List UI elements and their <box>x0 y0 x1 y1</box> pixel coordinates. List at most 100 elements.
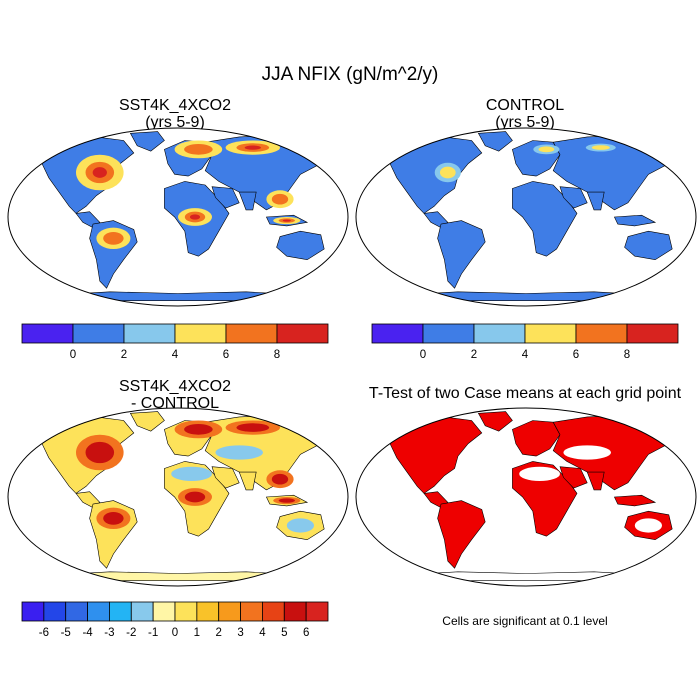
colorbar-swatch <box>626 323 679 344</box>
land-arabia <box>559 186 588 209</box>
negative-australia-interior <box>286 518 314 533</box>
panel-1-title-line1: SST4K_4XCO2 <box>118 97 232 114</box>
land-greenland <box>477 131 513 152</box>
colorbar-swatch <box>276 323 329 344</box>
land-arabia <box>559 466 588 489</box>
hotspot-core-siberia <box>591 145 610 150</box>
colorbar-swatch <box>524 323 577 344</box>
hotspot-core-eastern-north-america <box>85 441 115 464</box>
hotspot-core-indonesia <box>278 498 295 503</box>
colorbar-tick-label: 4 <box>172 349 179 361</box>
map-border-2 <box>355 127 697 307</box>
panel-4-title: T-Test of two Case means at each grid po… <box>368 385 682 402</box>
land-indonesia <box>613 214 657 227</box>
hotspot-core-central-africa <box>184 491 206 503</box>
hotspot-core-southeast-asia <box>271 193 289 205</box>
colorbar-swatch <box>43 601 67 622</box>
colorbar-tick-label: 8 <box>274 349 280 361</box>
panel-3-title-line1: SST4K_4XCO2 <box>118 378 232 395</box>
land-australia <box>624 230 673 261</box>
colorbar-tick-label: 4 <box>522 349 529 361</box>
land-indonesia <box>613 494 657 507</box>
map-land-group <box>389 131 680 302</box>
colorbar-swatch <box>575 323 628 344</box>
hotspot-core-southeast-asia <box>271 473 289 485</box>
map-border-3 <box>7 407 349 587</box>
colorbar-3: -6 -5 -4 -3 -2 -1 0 1 2 3 4 5 6 <box>21 601 329 639</box>
colorbar-tick-label: 0 <box>70 349 76 361</box>
colorbar-swatch <box>21 323 74 344</box>
colorbar-swatch <box>130 601 154 622</box>
land-greenland <box>129 131 165 152</box>
colorbar-swatch <box>21 601 45 622</box>
colorbar-swatch <box>305 601 329 622</box>
colorbar-tick-label: 6 <box>303 627 309 639</box>
hotspot-peak-central-africa <box>189 214 201 220</box>
land-europe <box>512 420 561 457</box>
map-land-group <box>41 131 332 302</box>
colorbar-tick-label: -1 <box>148 627 158 639</box>
colorbar-tick-label: -6 <box>39 627 49 639</box>
colorbar-swatch <box>196 601 220 622</box>
colorbar-tick-label: 3 <box>237 627 243 639</box>
colorbar-1: 0 2 4 6 8 <box>21 323 329 361</box>
hotspot-core-amazon <box>103 511 124 525</box>
land-india <box>586 471 605 491</box>
panel-2-title: CONTROL (yrs 5-9) <box>370 97 680 131</box>
colorbar-swatch <box>72 323 125 344</box>
panel-3-subtitle: - CONTROL <box>131 395 219 412</box>
colorbar-tick-label: 0 <box>172 627 178 639</box>
colorbar-tick-label: -5 <box>61 627 71 639</box>
land-africa <box>512 461 578 537</box>
panel-1-title: SST4K_4XCO2 (yrs 5-9) <box>20 97 330 131</box>
colorbar-swatch <box>240 601 263 622</box>
colorbar-tick-label: 5 <box>281 627 287 639</box>
map-panel-3 <box>7 407 349 587</box>
significance-note: Cells are significant at 0.1 level <box>442 614 608 628</box>
colorbar-swatch <box>174 323 227 344</box>
not-significant-central-asia <box>563 445 611 460</box>
negative-central-asia <box>215 445 263 460</box>
colorbar-swatch <box>283 601 307 622</box>
hotspot-core-amazon <box>103 231 124 245</box>
hotspot-core-eastern-north-america <box>439 166 456 179</box>
map-border-1 <box>7 127 349 307</box>
colorbar-tick-label: -4 <box>82 627 93 639</box>
colorbar-swatch <box>123 323 176 344</box>
hotspot-core-siberia <box>236 423 270 432</box>
hotspot-core-northern-europe-russia <box>538 146 555 153</box>
colorbar-swatch <box>109 601 132 622</box>
map-panel-1 <box>7 127 349 307</box>
panel-2-subtitle: (yrs 5-9) <box>495 114 555 131</box>
hotspot-core-northern-europe-russia <box>184 424 213 435</box>
colorbar-2: 0 2 4 6 8 <box>371 323 679 361</box>
colorbar-swatch <box>65 601 88 622</box>
not-significant-sahara <box>519 466 560 481</box>
colorbar-tick-label: 4 <box>259 627 266 639</box>
colorbar-swatch <box>225 323 278 344</box>
land-africa <box>512 181 578 257</box>
colorbar-tick-label: 0 <box>420 349 426 361</box>
negative-sahara <box>171 466 213 481</box>
land-greenland <box>129 411 165 432</box>
colorbar-tick-label: 8 <box>624 349 630 361</box>
colorbar-swatch <box>473 323 526 344</box>
colorbar-swatch <box>371 323 424 344</box>
land-india <box>586 191 605 211</box>
colorbar-swatch <box>262 601 285 622</box>
figure-title: JJA NFIX (gN/m^2/y) <box>261 64 439 85</box>
colorbar-swatch <box>174 601 198 622</box>
map-panel-4 <box>355 407 697 587</box>
map-border-4 <box>355 407 697 587</box>
land-arabia <box>211 186 240 209</box>
not-significant-australia-interior <box>634 518 663 533</box>
panel-1-subtitle: (yrs 5-9) <box>145 114 205 131</box>
colorbar-tick-label: -3 <box>104 627 114 639</box>
hotspot-peak-indonesia <box>282 219 291 222</box>
land-greenland <box>477 411 513 432</box>
hotspot-peak-siberia <box>244 145 261 150</box>
colorbar-tick-label: 2 <box>471 349 477 361</box>
hotspot-peak-eastern-north-america <box>92 167 107 178</box>
map-panel-2 <box>355 127 697 307</box>
